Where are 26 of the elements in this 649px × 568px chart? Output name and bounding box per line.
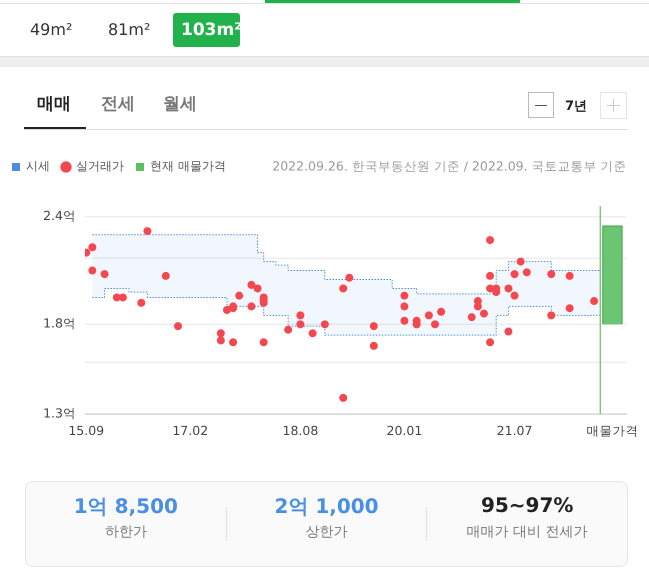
text: 매매가 대비 전세가	[466, 523, 589, 541]
x-tick-label: 20.01	[386, 422, 422, 438]
legend-label: 실거래가	[76, 159, 124, 174]
x-tick-label: 21.07	[496, 422, 532, 438]
text: 월세	[163, 93, 197, 115]
x-tick-label: 17.02	[172, 422, 208, 438]
legend-label: 현재 매물가격	[150, 159, 226, 174]
text: 1억 8,500	[72, 493, 179, 520]
text: 2022.09.26. 한국부동산원 기준 / 2022.09. 국토교통부 기준	[272, 158, 627, 174]
text: 7년	[565, 98, 588, 115]
legend-label: 시세	[26, 159, 50, 174]
x-tick-label: 18.08	[282, 422, 318, 438]
text: 상한가	[304, 523, 348, 541]
text: 49m²	[30, 20, 72, 39]
text: 2억 1,000	[273, 493, 380, 520]
x-tick-label: 매물가격	[586, 422, 638, 438]
y-tick-label: 2.4억	[43, 208, 76, 224]
x-tick-label: 15.09	[68, 422, 104, 438]
text: 전세	[101, 93, 135, 115]
text: 매매	[37, 93, 71, 115]
y-tick-label: 1.3억	[43, 405, 76, 420]
text: 95~97%	[480, 493, 574, 517]
text: 103m²	[181, 20, 242, 40]
text: 81m²	[108, 20, 150, 39]
y-tick-label: 1.8억	[43, 316, 76, 331]
text: 하한가	[104, 523, 148, 541]
